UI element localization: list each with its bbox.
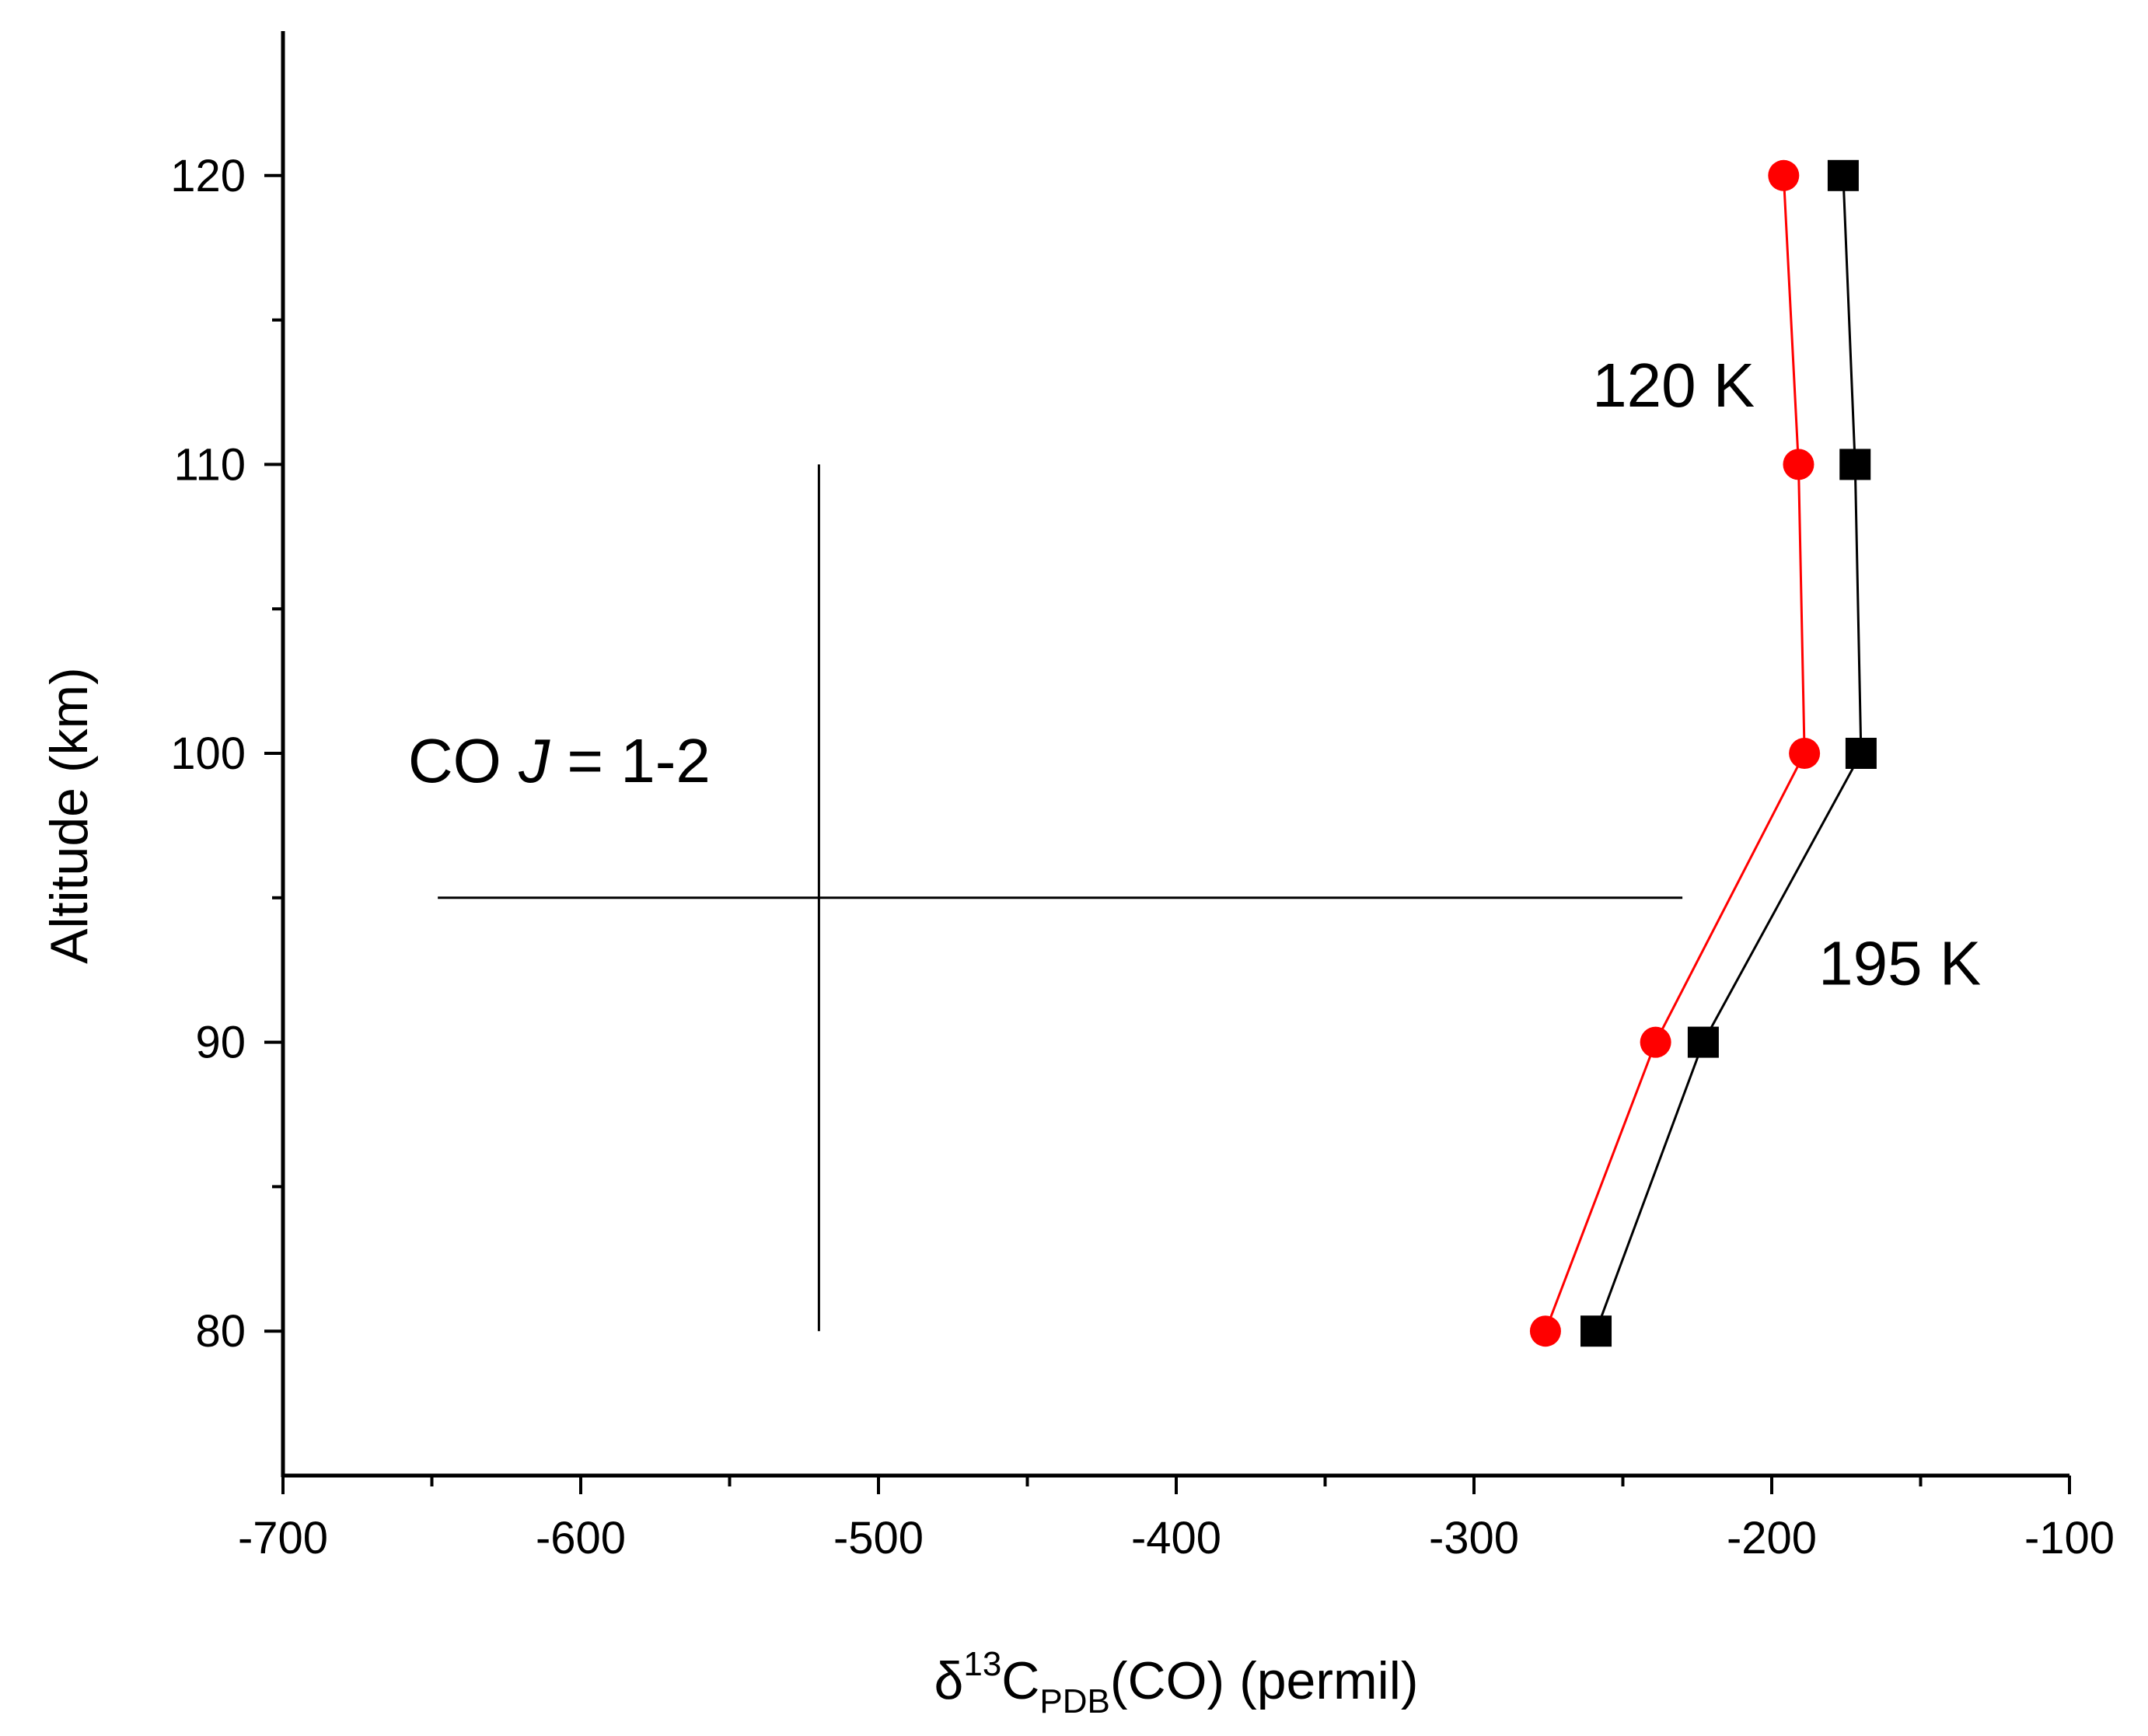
- y-tick-label-2: 100: [170, 728, 246, 779]
- series-0-point-1: [1640, 1026, 1671, 1058]
- annotation-italic: J: [518, 726, 550, 795]
- x-tick-label-2: -500: [833, 1513, 924, 1563]
- error-cross: [438, 464, 1683, 1332]
- x-tick-label-4: -300: [1429, 1513, 1519, 1563]
- annotation-prefix: CO: [408, 726, 519, 795]
- x-tick-label-0: -700: [238, 1513, 328, 1563]
- x-tick-label-5: -200: [1727, 1513, 1817, 1563]
- x-tick-label-1: -600: [536, 1513, 626, 1563]
- x-tick-label-6: -100: [2024, 1513, 2115, 1563]
- series-0-point-2: [1789, 738, 1821, 769]
- x-axis-label-delta: δ: [934, 1651, 963, 1710]
- axes: -700 -600 -500 -400 -300 -200 -100 80 90 100 110 12…: [170, 31, 2115, 1563]
- y-tick-label-1: 90: [195, 1018, 246, 1068]
- y-axis-label: Altitude (km): [40, 667, 99, 964]
- series-label-1: 195 K: [1818, 928, 1981, 997]
- y-tick-label-4: 120: [170, 151, 246, 201]
- series-line-0: [1544, 175, 1806, 1332]
- x-tick-label-3: -400: [1131, 1513, 1221, 1563]
- series-1-point-2: [1845, 738, 1877, 769]
- series-0-point-4: [1768, 159, 1800, 191]
- x-axis-label-subscript: PDB: [1039, 1682, 1109, 1720]
- annotation-co-transition: CO J = 1-2: [408, 726, 711, 795]
- series-1-point-4: [1827, 159, 1859, 191]
- x-axis-label-rest: (CO) (permil): [1110, 1651, 1419, 1710]
- x-axis-label-superscript: 13: [963, 1645, 1001, 1683]
- y-tick-label-0: 80: [195, 1306, 246, 1357]
- series-label-0: 120 K: [1592, 351, 1755, 420]
- series-1-point-1: [1687, 1026, 1719, 1058]
- series-0-point-0: [1529, 1315, 1561, 1347]
- series-0-point-3: [1783, 449, 1814, 480]
- labels: Altitude (km) δ13CPDB(CO) (permil) 120 K 19…: [40, 351, 1981, 1720]
- x-axis-label: δ13CPDB(CO) (permil): [934, 1645, 1418, 1720]
- data-series: [1529, 159, 1877, 1347]
- series-line-1: [1594, 175, 1863, 1332]
- series-1-point-0: [1580, 1315, 1612, 1347]
- series-1-point-3: [1839, 449, 1871, 480]
- y-tick-label-3: 110: [174, 439, 246, 490]
- x-axis-label-letter: C: [1001, 1651, 1039, 1710]
- annotation-suffix: = 1-2: [550, 726, 711, 795]
